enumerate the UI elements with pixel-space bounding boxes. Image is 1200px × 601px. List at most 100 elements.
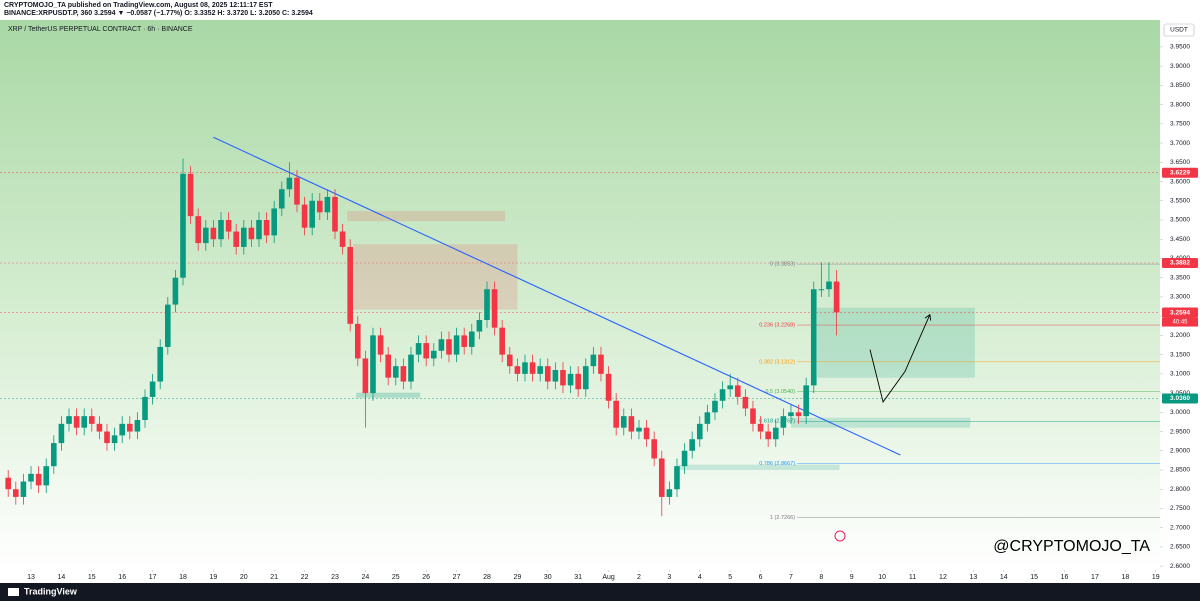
y-tick-label: 3.0500 [1170, 390, 1190, 397]
zone [817, 307, 975, 378]
candle-body [651, 439, 657, 459]
fib-label: 0.786 (2.8667) [759, 461, 795, 467]
y-tick-label: 3.0000 [1170, 409, 1190, 416]
y-tick-label: 3.5000 [1170, 217, 1190, 224]
candle-body [248, 227, 255, 240]
candle-body [66, 416, 72, 424]
candle-body [73, 416, 80, 428]
candle-body [461, 335, 467, 347]
candle-body [332, 196, 338, 232]
x-tick-label: 14 [1000, 574, 1008, 581]
candle-body [582, 366, 589, 390]
x-tick-label: 17 [149, 574, 157, 581]
x-tick-label: 19 [209, 574, 217, 581]
y-tick-label: 2.7000 [1170, 524, 1190, 531]
price-tag [1162, 307, 1198, 318]
candle-body [712, 400, 718, 413]
candle-body [172, 277, 179, 305]
candle-body [324, 196, 331, 213]
y-tick-label: 3.7000 [1170, 140, 1190, 147]
candle-body [423, 343, 429, 359]
x-tick-label: 18 [1121, 574, 1129, 581]
candle-body [119, 423, 126, 436]
candle-body [560, 370, 566, 386]
candle-body [453, 335, 460, 355]
candle-body [590, 354, 597, 367]
footer-bar [0, 583, 1200, 601]
x-tick-label: 2 [637, 574, 641, 581]
candle-body [605, 373, 612, 401]
y-tick-label: 2.6500 [1170, 544, 1190, 551]
candle-body [734, 385, 741, 397]
candle-body [354, 323, 361, 359]
x-tick-label: 13 [969, 574, 977, 581]
candle-body [263, 220, 270, 236]
fib-label: 0.382 (3.1312) [759, 359, 795, 365]
zone [353, 244, 518, 310]
x-tick-label: 8 [819, 574, 823, 581]
candle-body [613, 400, 619, 428]
candle-body [780, 416, 787, 428]
candle-body [96, 423, 103, 432]
y-tick-label: 2.7500 [1170, 505, 1190, 512]
zone [790, 417, 971, 428]
trendline [213, 136, 901, 456]
y-tick-label: 3.6000 [1170, 178, 1190, 185]
candle-body [210, 227, 217, 240]
candle-body [788, 412, 794, 417]
candle-body [757, 423, 764, 432]
candle-body [400, 366, 407, 382]
unit-box [1163, 23, 1195, 37]
candle-body [727, 385, 733, 390]
candle-body [818, 289, 825, 291]
candle-body [5, 477, 12, 490]
candle-body [810, 289, 817, 386]
y-tick-label: 2.9000 [1170, 447, 1190, 454]
price-axis [1160, 20, 1200, 583]
header-bar [0, 0, 1200, 20]
projection-path [869, 314, 931, 403]
footer-brand: TradingView [24, 586, 78, 596]
event-icon [834, 530, 846, 542]
candle-body [377, 335, 384, 355]
candle-body [180, 173, 186, 278]
header-line1: CRYPTOMOJO_TA published on TradingView.c… [4, 2, 273, 9]
unit-label: USDT [1170, 27, 1188, 34]
candle-body [719, 389, 726, 401]
candle-body [438, 339, 445, 351]
y-tick-label: 3.1000 [1170, 371, 1190, 378]
candle-body [430, 350, 437, 359]
candle-body [772, 427, 779, 440]
zone [347, 211, 506, 222]
candle-body [301, 204, 308, 228]
price-tag-label: 3.6229 [1170, 169, 1190, 176]
y-tick-label: 3.1500 [1170, 351, 1190, 358]
candle-body [385, 354, 391, 378]
header-line2: BINANCE:XRPUSDT.P, 360 3.2594 ▼ −0.0587 … [4, 10, 313, 17]
candle-body [104, 431, 110, 444]
candle-body [187, 173, 194, 217]
candle-body [370, 335, 376, 394]
x-tick-label: 27 [453, 574, 461, 581]
candle-body [35, 473, 42, 486]
candle-body [704, 412, 711, 424]
y-tick-label: 2.8000 [1170, 486, 1190, 493]
candle-body [803, 385, 809, 417]
x-tick-label: 5 [728, 574, 732, 581]
x-tick-label: 24 [361, 574, 369, 581]
price-tag [1162, 167, 1198, 178]
candle-body [636, 427, 642, 432]
candle-body [658, 458, 665, 497]
y-tick-label: 3.8000 [1170, 101, 1190, 108]
zone [356, 392, 421, 398]
x-tick-label: 22 [301, 574, 309, 581]
x-tick-label: 17 [1091, 574, 1099, 581]
y-tick-label: 2.9500 [1170, 428, 1190, 435]
candle-body [446, 339, 452, 355]
price-tag [1162, 393, 1198, 404]
x-tick-label: 6 [759, 574, 763, 581]
candle-body [392, 366, 399, 378]
candle-body [408, 354, 414, 382]
x-tick-label: 26 [422, 574, 430, 581]
candle-body [598, 354, 604, 374]
